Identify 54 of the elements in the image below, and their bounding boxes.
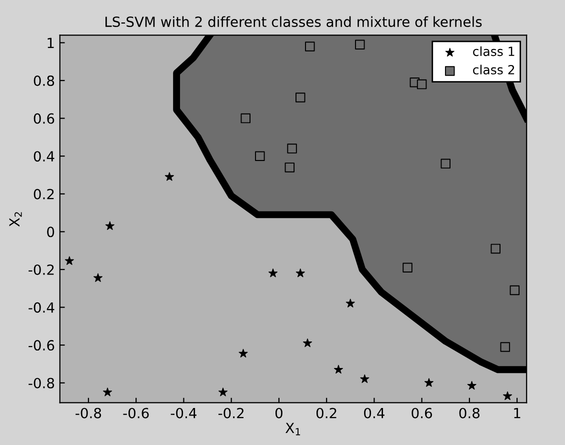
point xyxy=(255,151,265,161)
point xyxy=(102,388,112,396)
y-tick-label: 0 xyxy=(47,226,54,238)
point xyxy=(296,268,305,278)
point xyxy=(510,285,520,296)
point xyxy=(490,244,501,254)
y-tick-label: -0.8 xyxy=(28,378,54,388)
point xyxy=(346,298,355,308)
y-tick-label: -0.6 xyxy=(28,340,54,351)
x-tick-label: -0.4 xyxy=(170,408,196,418)
legend-label: class 2 xyxy=(473,64,514,74)
legend-label: class 1 xyxy=(473,46,514,56)
y-axis-title: X$_{2}$ xyxy=(9,212,22,227)
x-tick-label: 0.2 xyxy=(316,408,336,418)
x-axis-title: X$_{1}$ xyxy=(286,422,300,436)
y-tick-label: 0.2 xyxy=(34,188,54,200)
x-tick-label: -0.6 xyxy=(123,408,149,418)
point xyxy=(500,342,510,352)
point xyxy=(440,158,450,169)
point xyxy=(284,162,295,172)
point xyxy=(355,40,365,50)
x-tick-label: 0 xyxy=(275,408,282,418)
x-tick-label: -0.2 xyxy=(218,408,244,418)
y-tick-label: 0.8 xyxy=(34,75,54,86)
point xyxy=(105,221,114,230)
x-tick-label: 0.8 xyxy=(459,408,480,418)
y-tick-label: 0.4 xyxy=(34,151,54,162)
point xyxy=(467,380,476,390)
point xyxy=(64,256,74,265)
y-tick-label: -0.4 xyxy=(28,302,54,313)
point xyxy=(416,79,427,90)
y-tick-label: 1 xyxy=(48,38,54,48)
point xyxy=(503,391,512,400)
point xyxy=(218,388,228,396)
point xyxy=(302,338,312,348)
point xyxy=(93,273,103,282)
x-tick-label: -0.8 xyxy=(76,408,102,418)
point xyxy=(296,92,306,102)
point xyxy=(287,144,297,154)
x-tick-label: 1 xyxy=(514,408,520,418)
point xyxy=(402,262,412,272)
point xyxy=(334,364,343,374)
x-tick-label: 0.6 xyxy=(412,408,432,418)
point xyxy=(360,374,370,384)
point xyxy=(305,42,315,52)
point xyxy=(424,378,434,387)
chart-title: LS-SVM with 2 different classes and mixture of kernels xyxy=(105,16,482,28)
point xyxy=(164,172,174,181)
y-tick-label: -0.2 xyxy=(28,264,54,275)
x-tick-label: 0.4 xyxy=(364,408,384,418)
point xyxy=(238,348,248,358)
y-tick-label: 0.6 xyxy=(34,113,54,124)
point xyxy=(268,268,278,278)
point xyxy=(240,113,250,124)
